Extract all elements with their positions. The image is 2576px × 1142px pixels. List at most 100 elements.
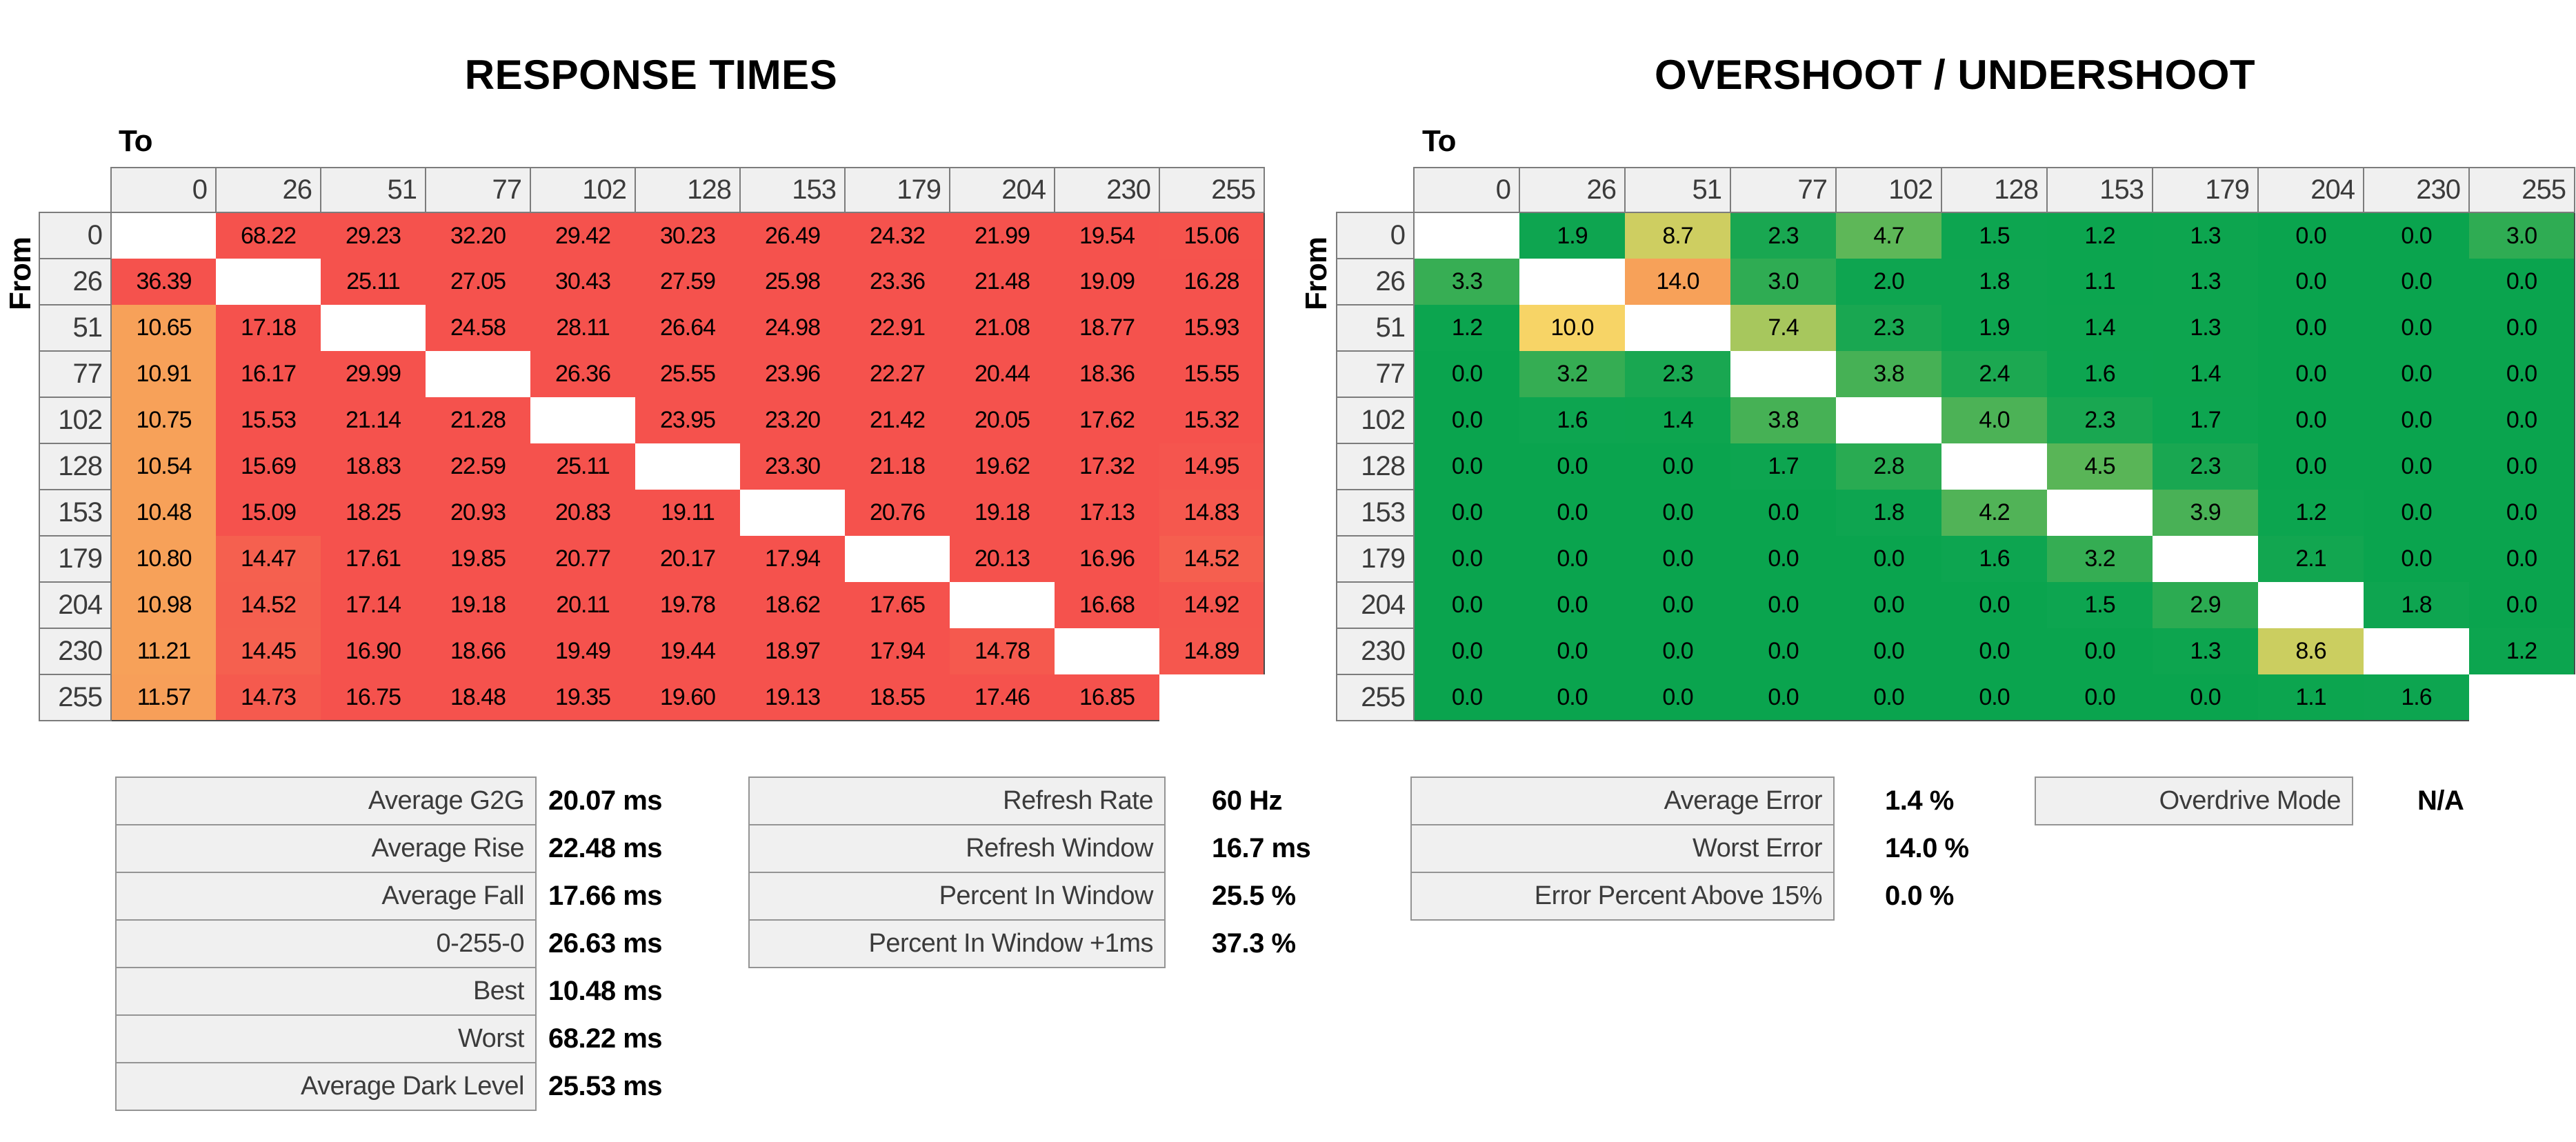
heatmap-cell-255-to-0: 0.0 bbox=[1414, 674, 1519, 721]
stat-label-box: Average Dark Level bbox=[115, 1062, 537, 1111]
heatmap-cell-153-to-204: 19.18 bbox=[950, 490, 1055, 536]
stat-label-box: Overdrive Mode bbox=[2035, 777, 2353, 825]
heatmap-cell-230-to-102: 0.0 bbox=[1836, 628, 1941, 674]
heatmap-cell-153-to-77: 20.93 bbox=[426, 490, 530, 536]
row-header-230: 230 bbox=[1336, 628, 1415, 675]
heatmap-cell-128-to-255: 14.95 bbox=[1159, 443, 1265, 490]
heatmap-cell-204-to-128: 0.0 bbox=[1941, 582, 2047, 628]
heatmap-cell-230-to-179: 1.3 bbox=[2153, 628, 2258, 674]
stat-row: Refresh Window 16.7 ms bbox=[748, 824, 1438, 873]
heatmap-cell-230-to-0: 11.21 bbox=[111, 628, 216, 674]
heatmap-cell-153-to-26: 15.09 bbox=[216, 490, 321, 536]
heatmap-cell-102-to-77: 3.8 bbox=[1730, 397, 1836, 443]
heatmap-cell-26-to-230: 19.09 bbox=[1055, 259, 1159, 305]
stat-label: Average Fall bbox=[381, 881, 524, 910]
stat-value: 16.7 ms bbox=[1212, 833, 1311, 863]
heatmap-cell-128-to-0: 10.54 bbox=[111, 443, 216, 490]
heatmap-cell-77-to-179: 22.27 bbox=[845, 351, 950, 397]
heatmap-cell-179-to-179 bbox=[2153, 536, 2258, 582]
stat-label: Error Percent Above 15% bbox=[1534, 881, 1823, 910]
heatmap-cell-179-to-128: 1.6 bbox=[1941, 536, 2047, 582]
heatmap-cell-230-to-102: 19.49 bbox=[530, 628, 635, 674]
heatmap-cell-179-to-0: 10.80 bbox=[111, 536, 216, 582]
heatmap-cell-26-to-153: 25.98 bbox=[740, 259, 845, 305]
heatmap-cell-128-to-51: 0.0 bbox=[1625, 443, 1730, 490]
heatmap-cell-0-to-26: 1.9 bbox=[1519, 212, 1625, 259]
heatmap-cell-179-to-204: 2.1 bbox=[2258, 536, 2364, 582]
stat-row: Average Rise 22.48 ms bbox=[115, 824, 805, 873]
heatmap-cell-153-to-128: 4.2 bbox=[1941, 490, 2047, 536]
heatmap-cell-128-to-0: 0.0 bbox=[1414, 443, 1519, 490]
heatmap-cell-153-to-230: 0.0 bbox=[2364, 490, 2469, 536]
column-header-230: 230 bbox=[1054, 167, 1160, 213]
heatmap-cell-153-to-128: 19.11 bbox=[635, 490, 740, 536]
heatmap-cell-255-to-128: 0.0 bbox=[1941, 674, 2047, 721]
heatmap-cell-230-to-153: 18.97 bbox=[740, 628, 845, 674]
heatmap-cell-77-to-204: 20.44 bbox=[950, 351, 1055, 397]
heatmap-cell-51-to-26: 10.0 bbox=[1519, 305, 1625, 351]
heatmap-cell-179-to-230: 16.96 bbox=[1055, 536, 1159, 582]
heatmap-cell-51-to-179: 22.91 bbox=[845, 305, 950, 351]
heatmap-cell-230-to-51: 0.0 bbox=[1625, 628, 1730, 674]
column-header-77: 77 bbox=[1730, 167, 1837, 213]
heatmap-cell-230-to-153: 0.0 bbox=[2047, 628, 2153, 674]
heatmap-cell-77-to-51: 29.99 bbox=[321, 351, 426, 397]
heatmap-cell-255-to-77: 18.48 bbox=[426, 674, 530, 721]
heatmap-cell-102-to-26: 1.6 bbox=[1519, 397, 1625, 443]
heatmap-cell-51-to-0: 1.2 bbox=[1414, 305, 1519, 351]
heatmap-cell-128-to-204: 19.62 bbox=[950, 443, 1055, 490]
heatmap-cell-102-to-102 bbox=[1836, 397, 1941, 443]
column-header-230: 230 bbox=[2363, 167, 2470, 213]
heatmap-cell-204-to-26: 0.0 bbox=[1519, 582, 1625, 628]
heatmap-cell-230-to-51: 16.90 bbox=[321, 628, 426, 674]
heatmap-cell-128-to-204: 0.0 bbox=[2258, 443, 2364, 490]
heatmap-cell-204-to-0: 10.98 bbox=[111, 582, 216, 628]
heatmap-cell-51-to-230: 18.77 bbox=[1055, 305, 1159, 351]
column-header-255: 255 bbox=[1159, 167, 1265, 213]
heatmap-cell-128-to-77: 1.7 bbox=[1730, 443, 1836, 490]
heatmap-cell-230-to-204: 8.6 bbox=[2258, 628, 2364, 674]
heatmap-cell-51-to-153: 1.4 bbox=[2047, 305, 2153, 351]
heatmap-cell-179-to-0: 0.0 bbox=[1414, 536, 1519, 582]
stat-row: Percent In Window 25.5 % bbox=[748, 872, 1438, 921]
stat-label-box: Average Error bbox=[1410, 777, 1835, 825]
heatmap-cell-204-to-255: 0.0 bbox=[2469, 582, 2575, 628]
heatmap-cell-179-to-77: 0.0 bbox=[1730, 536, 1836, 582]
heatmap-cell-153-to-51: 18.25 bbox=[321, 490, 426, 536]
heatmap-cell-26-to-51: 25.11 bbox=[321, 259, 426, 305]
row-header-77: 77 bbox=[1336, 350, 1415, 398]
heatmap-cell-51-to-77: 7.4 bbox=[1730, 305, 1836, 351]
heatmap-cell-230-to-26: 0.0 bbox=[1519, 628, 1625, 674]
stat-row: Average Dark Level 25.53 ms bbox=[115, 1062, 805, 1111]
heatmap-cell-230-to-230 bbox=[1055, 628, 1159, 674]
heatmap-cell-77-to-128: 25.55 bbox=[635, 351, 740, 397]
row-header-51: 51 bbox=[1336, 304, 1415, 352]
row-header-0: 0 bbox=[39, 212, 112, 259]
heatmap-cell-51-to-204: 21.08 bbox=[950, 305, 1055, 351]
heatmap-cell-77-to-77 bbox=[1730, 351, 1836, 397]
heatmap-cell-102-to-128: 23.95 bbox=[635, 397, 740, 443]
heatmap-cell-230-to-204: 14.78 bbox=[950, 628, 1055, 674]
heatmap-cell-128-to-255: 0.0 bbox=[2469, 443, 2575, 490]
heatmap-cell-128-to-128 bbox=[635, 443, 740, 490]
heatmap-cell-179-to-51: 0.0 bbox=[1625, 536, 1730, 582]
stat-label-box: Refresh Window bbox=[748, 824, 1166, 873]
heatmap-cell-255-to-102: 0.0 bbox=[1836, 674, 1941, 721]
heatmap-cell-0-to-102: 4.7 bbox=[1836, 212, 1941, 259]
heatmap-cell-255-to-77: 0.0 bbox=[1730, 674, 1836, 721]
heatmap-cell-255-to-0: 11.57 bbox=[111, 674, 216, 721]
row-header-26: 26 bbox=[1336, 258, 1415, 305]
heatmap-cell-51-to-230: 0.0 bbox=[2364, 305, 2469, 351]
heatmap-cell-179-to-153: 17.94 bbox=[740, 536, 845, 582]
stat-value: 10.48 ms bbox=[548, 976, 663, 1006]
heatmap-cell-26-to-255: 16.28 bbox=[1159, 259, 1265, 305]
stat-row: Worst 68.22 ms bbox=[115, 1014, 805, 1063]
heatmap-cell-153-to-77: 0.0 bbox=[1730, 490, 1836, 536]
heatmap-cell-153-to-51: 0.0 bbox=[1625, 490, 1730, 536]
row-header-153: 153 bbox=[1336, 489, 1415, 537]
column-header-128: 128 bbox=[1941, 167, 2048, 213]
heatmap-cell-153-to-179: 3.9 bbox=[2153, 490, 2258, 536]
heatmap-cell-26-to-77: 3.0 bbox=[1730, 259, 1836, 305]
column-header-51: 51 bbox=[1624, 167, 1731, 213]
row-header-204: 204 bbox=[1336, 581, 1415, 629]
